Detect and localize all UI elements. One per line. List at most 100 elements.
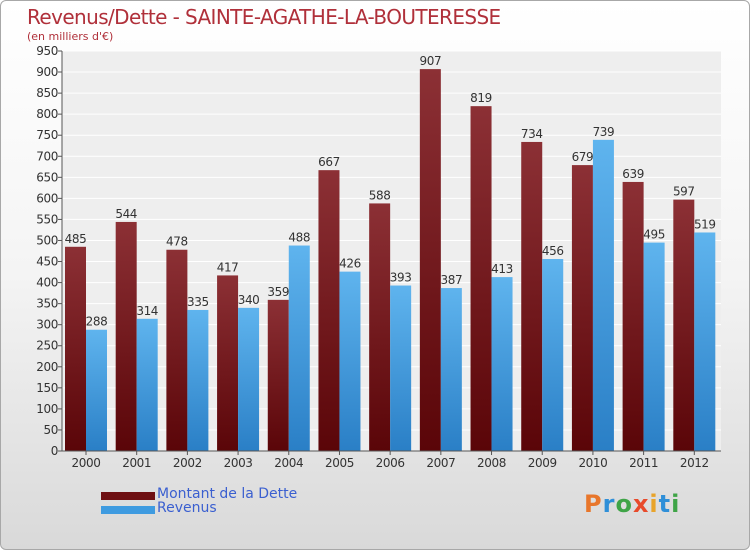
legend-swatch-revenus [101, 506, 155, 514]
data-labels: 485 288 544 314 478 335 417 340 359 488 667 426 588 3… [65, 54, 716, 329]
bar-dette [419, 69, 441, 452]
y-tick-label: 900 [36, 65, 58, 79]
data-label: 456 [542, 244, 564, 258]
bar-dette [115, 221, 137, 451]
y-tick-label: 300 [36, 318, 58, 332]
y-tick-label: 350 [36, 297, 58, 311]
bar-revenus [187, 309, 209, 451]
y-tick-label: 250 [36, 339, 58, 353]
data-label: 417 [217, 260, 239, 274]
data-label: 907 [419, 54, 441, 68]
x-tick-label: 2012 [680, 456, 709, 470]
x-tick-label: 2010 [578, 456, 607, 470]
data-label: 739 [593, 125, 615, 139]
x-tick-label: 2011 [629, 456, 658, 470]
bar-dette [470, 106, 492, 451]
x-tick-label: 2001 [122, 456, 151, 470]
data-label: 588 [369, 188, 391, 202]
data-label: 597 [673, 185, 695, 199]
data-label: 426 [339, 257, 361, 271]
x-tick-label: 2007 [426, 456, 455, 470]
y-tick-label: 950 [36, 44, 58, 58]
logo-letter: i [671, 490, 681, 518]
proxiti-logo: Proxiti [584, 490, 680, 518]
bar-dette [217, 275, 239, 451]
bar-revenus [643, 242, 665, 451]
y-tick-label: 700 [36, 149, 58, 163]
bar-revenus [592, 139, 614, 451]
y-tick-label: 150 [36, 381, 58, 395]
logo-letter: r [602, 490, 616, 518]
logo-letter: P [584, 490, 603, 518]
bar-revenus [238, 307, 260, 451]
x-axis: 2000 2001 2002 2003 2004 2005 2006 2007 2008 2009… [62, 450, 721, 470]
logo-letter: o [615, 490, 633, 518]
data-label: 485 [65, 232, 87, 246]
y-tick-label: 100 [36, 402, 58, 416]
y-tick-label: 650 [36, 170, 58, 184]
data-label: 667 [318, 155, 340, 169]
y-tick-label: 600 [36, 191, 58, 205]
y-tick-label: 450 [36, 255, 58, 269]
bar-dette [166, 249, 188, 451]
bar-revenus [491, 277, 513, 451]
bar-revenus [86, 329, 107, 451]
logo-letter: i [649, 490, 659, 518]
chart-title: Revenus/Dette - SAINTE-AGATHE-LA-BOUTERE… [27, 5, 501, 29]
y-tick-label: 200 [36, 360, 58, 374]
bar-dette [65, 246, 86, 451]
x-tick-label: 2005 [325, 456, 354, 470]
data-label: 488 [288, 231, 310, 245]
bar-dette [318, 170, 340, 451]
y-tick-label: 800 [36, 107, 58, 121]
data-label: 495 [643, 228, 665, 242]
y-tick-label: 850 [36, 86, 58, 100]
legend-label-dette: Montant de la Dette [157, 486, 298, 502]
x-tick-label: 2009 [528, 456, 557, 470]
bar-revenus [136, 318, 158, 451]
logo-letter: x [632, 490, 650, 518]
data-label: 519 [694, 217, 716, 231]
bar-dette [369, 203, 391, 451]
bars [65, 69, 716, 452]
data-label: 544 [115, 207, 137, 221]
bar-revenus [542, 259, 564, 451]
data-label: 335 [187, 295, 209, 309]
data-label: 393 [390, 271, 412, 285]
bar-revenus [440, 288, 462, 451]
data-label: 288 [86, 315, 108, 329]
x-tick-label: 2000 [72, 456, 101, 470]
y-tick-label: 400 [36, 276, 58, 290]
data-label: 340 [238, 293, 260, 307]
y-tick-label: 750 [36, 128, 58, 142]
data-label: 478 [166, 235, 188, 249]
x-tick-label: 2003 [224, 456, 253, 470]
data-label: 359 [267, 285, 289, 299]
bar-dette [521, 141, 543, 451]
logo-letter: t [658, 490, 672, 518]
data-label: 639 [622, 167, 644, 181]
bar-dette [673, 199, 695, 451]
y-tick-label: 50 [44, 423, 58, 437]
bar-revenus [694, 232, 716, 451]
bar-dette [267, 299, 289, 451]
bar-dette [622, 181, 644, 451]
bar-revenus [390, 285, 412, 451]
x-tick-label: 2006 [376, 456, 405, 470]
legend-swatch-dette [101, 492, 155, 500]
data-label: 679 [572, 150, 594, 164]
data-label: 819 [470, 91, 492, 105]
y-tick-label: 550 [36, 212, 58, 226]
y-tick-label: 0 [51, 444, 58, 458]
y-tick-label: 500 [36, 233, 58, 247]
data-label: 413 [491, 262, 513, 276]
data-label: 734 [521, 127, 543, 141]
chart-subtitle: (en milliers d'€) [27, 30, 114, 43]
y-axis: 0 50 100 150 200 250 300 350 400 450 500 550 600 650 7… [36, 44, 63, 458]
bar-revenus [288, 245, 310, 451]
x-tick-label: 2004 [274, 456, 303, 470]
bar-dette [571, 165, 593, 451]
bar-revenus [339, 271, 361, 451]
